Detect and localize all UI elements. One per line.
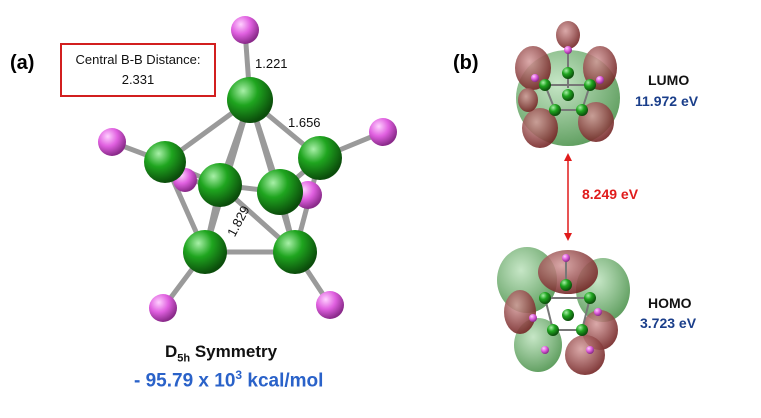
lumo-orbital [515, 21, 620, 148]
homo-title: HOMO [648, 295, 692, 311]
boron-atom-center-right [257, 169, 303, 215]
energy-gap-arrow [564, 153, 572, 241]
hydrogen-atom-bottom-right [316, 291, 344, 319]
boron-atom-left [144, 141, 186, 183]
central-distance-label: Central B-B Distance: [75, 52, 201, 67]
energy-prefix: - 95.79 x 10 [134, 370, 236, 392]
boron-atom-center-left [198, 163, 242, 207]
boron-atom-bottom-right [273, 230, 317, 274]
central-distance-value: 2.331 [121, 72, 155, 87]
bond-length-b-b-cap: 1.656 [288, 115, 321, 130]
energy-exponent: 3 [235, 368, 243, 382]
boron-atom-cap [227, 77, 273, 123]
symmetry-subscript: 5h [177, 352, 191, 365]
boron-atom-bottom-left [183, 230, 227, 274]
panel-a-label: (a) [10, 52, 35, 74]
homo-energy: 3.723 eV [640, 315, 697, 331]
boron-atom-right [298, 136, 342, 180]
energy-gap-label: 8.249 eV [582, 186, 639, 202]
hydrogen-atom-left [98, 128, 126, 156]
symmetry-suffix: Symmetry [190, 342, 278, 361]
energy-suffix: kcal/mol [242, 370, 324, 392]
hydrogen-atom-bottom-left [149, 294, 177, 322]
total-energy: - 95.79 x 103 kcal/mol [134, 368, 323, 392]
symmetry-prefix: D [165, 342, 178, 361]
panel-b-label: (b) [453, 52, 479, 74]
hydrogen-atom-right [369, 118, 397, 146]
lumo-title: LUMO [648, 72, 690, 88]
central-distance-box: Central B-B Distance: 2.331 [60, 43, 216, 97]
lumo-energy: 11.972 eV [635, 93, 699, 109]
hydrogen-atom-top [231, 16, 259, 44]
bond-length-b-h: 1.221 [255, 56, 288, 71]
symmetry-label: D5h Symmetry [165, 342, 277, 364]
homo-orbital [497, 247, 630, 375]
